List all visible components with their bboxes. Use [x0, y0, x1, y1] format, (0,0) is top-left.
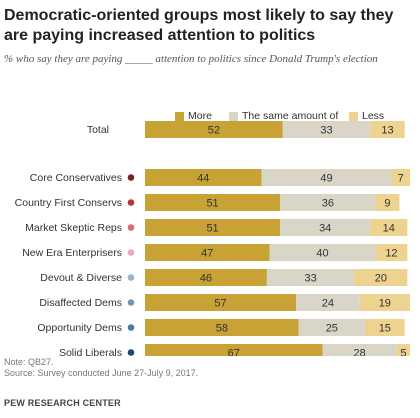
bar-more-devout-and-diverse	[145, 269, 267, 286]
data-label-the-same-amount-of-disaffected-dems: 24	[322, 298, 334, 310]
data-label-more-new-era-enterprisers: 47	[201, 248, 213, 260]
bar-the-same-amount-of-new-era-enterprisers	[269, 244, 376, 261]
category-marker-core-conservatives	[127, 174, 135, 181]
bar-the-same-amount-of-devout-and-diverse	[266, 269, 355, 286]
category-label-country-first-conservs: Country First Conservs	[15, 197, 122, 209]
data-label-more-disaffected-dems: 57	[214, 298, 226, 310]
data-label-the-same-amount-of-devout-and-diverse: 33	[305, 273, 317, 285]
chart-legend: More The same amount of Less	[0, 109, 420, 123]
bar-less-new-era-enterprisers	[375, 244, 408, 261]
bar-less-country-first-conservs	[375, 194, 400, 211]
data-label-more-solid-liberals: 67	[228, 348, 240, 357]
data-label-less-disaffected-dems: 19	[379, 298, 391, 310]
bar-the-same-amount-of-opportunity-dems	[298, 319, 365, 336]
data-label-less-market-skeptic-reps: 14	[383, 223, 395, 235]
category-marker-market-skeptic-reps	[127, 224, 135, 231]
legend-swatch-same	[229, 111, 238, 121]
legend-label-less: Less	[362, 110, 385, 122]
data-label-the-same-amount-of-opportunity-dems: 25	[326, 323, 338, 335]
legend-item-less: Less	[349, 109, 384, 123]
bar-more-opportunity-dems	[145, 319, 299, 336]
category-marker-opportunity-dems	[127, 324, 135, 331]
data-label-less-solid-liberals: 5	[400, 348, 406, 357]
category-label-new-era-enterprisers: New Era Enterprisers	[22, 247, 122, 259]
legend-item-same: The same amount of	[229, 109, 338, 123]
bar-less-solid-liberals	[396, 344, 410, 356]
category-marker-disaffected-dems	[127, 299, 135, 306]
data-label-the-same-amount-of-market-skeptic-reps: 34	[319, 223, 331, 235]
bar-the-same-amount-of-core-conservatives	[261, 169, 392, 186]
bar-more-core-conservatives	[145, 169, 262, 186]
legend-label-more: More	[188, 110, 212, 122]
legend-swatch-more	[175, 111, 184, 121]
data-label-the-same-amount-of-new-era-enterprisers: 40	[316, 248, 328, 260]
bar-less-total	[370, 121, 405, 138]
data-label-more-country-first-conservs: 51	[206, 198, 218, 210]
bar-more-solid-liberals	[145, 344, 323, 356]
category-label-solid-liberals: Solid Liberals	[59, 347, 122, 356]
source-text: Source: Survey conducted June 27-July 9,…	[4, 368, 199, 378]
bar-less-opportunity-dems	[364, 319, 405, 336]
data-label-more-opportunity-dems: 58	[216, 323, 228, 335]
legend-label-same: The same amount of	[242, 110, 339, 122]
chart-subtitle: % who say they are paying _____ attentio…	[4, 53, 378, 65]
bar-the-same-amount-of-solid-liberals	[322, 344, 397, 356]
chart-notes: Note: QB27. Source: Survey conducted Jun…	[4, 357, 198, 379]
data-label-the-same-amount-of-total: 33	[320, 125, 332, 137]
bar-more-disaffected-dems	[145, 294, 297, 311]
category-marker-country-first-conservs	[127, 199, 135, 206]
bar-less-disaffected-dems	[359, 294, 410, 311]
category-marker-solid-liberals	[127, 349, 135, 356]
category-label-market-skeptic-reps: Market Skeptic Reps	[25, 222, 122, 234]
data-label-less-opportunity-dems: 15	[379, 323, 391, 335]
bar-the-same-amount-of-market-skeptic-reps	[280, 219, 371, 236]
data-label-the-same-amount-of-core-conservatives: 49	[320, 173, 332, 185]
data-label-more-market-skeptic-reps: 51	[206, 223, 218, 235]
data-label-less-country-first-conservs: 9	[384, 198, 390, 210]
chart-title: Democratic-oriented groups most likely t…	[4, 7, 394, 44]
category-marker-new-era-enterprisers	[127, 249, 135, 256]
data-label-less-devout-and-diverse: 20	[375, 273, 387, 285]
note-text: Note: QB27.	[4, 357, 54, 367]
organization-credit: PEW RESEARCH CENTER	[4, 398, 121, 408]
category-marker-devout-and-diverse	[127, 274, 135, 281]
bar-less-devout-and-diverse	[354, 269, 408, 286]
bar-the-same-amount-of-disaffected-dems	[296, 294, 360, 311]
legend-swatch-less	[349, 111, 358, 121]
bar-less-core-conservatives	[391, 169, 410, 186]
category-label-opportunity-dems: Opportunity Dems	[37, 322, 122, 334]
bar-more-market-skeptic-reps	[145, 219, 281, 236]
bar-the-same-amount-of-country-first-conservs	[280, 194, 376, 211]
data-label-less-total: 13	[381, 125, 393, 137]
data-label-more-total: 52	[208, 125, 220, 137]
data-label-the-same-amount-of-country-first-conservs: 36	[322, 198, 334, 210]
legend-item-more: More	[175, 109, 212, 123]
data-label-more-core-conservatives: 44	[197, 173, 209, 185]
category-label-devout-and-diverse: Devout & Diverse	[40, 272, 122, 284]
data-label-less-core-conservatives: 7	[398, 173, 404, 185]
bar-less-market-skeptic-reps	[370, 219, 408, 236]
data-label-less-new-era-enterprisers: 12	[385, 248, 397, 260]
category-label-disaffected-dems: Disaffected Dems	[39, 297, 122, 309]
bar-the-same-amount-of-total	[282, 121, 371, 138]
bar-more-new-era-enterprisers	[145, 244, 270, 261]
data-label-the-same-amount-of-solid-liberals: 28	[354, 348, 366, 357]
stacked-bar-chart: Total 52 33 13 Core Conservatives 44 49 7 Countr…	[15, 121, 410, 357]
data-label-more-devout-and-diverse: 46	[200, 273, 212, 285]
category-label-total: Total	[87, 124, 109, 136]
bar-more-country-first-conservs	[145, 194, 281, 211]
bar-more-total	[145, 121, 283, 138]
category-label-core-conservatives: Core Conservatives	[30, 172, 122, 184]
